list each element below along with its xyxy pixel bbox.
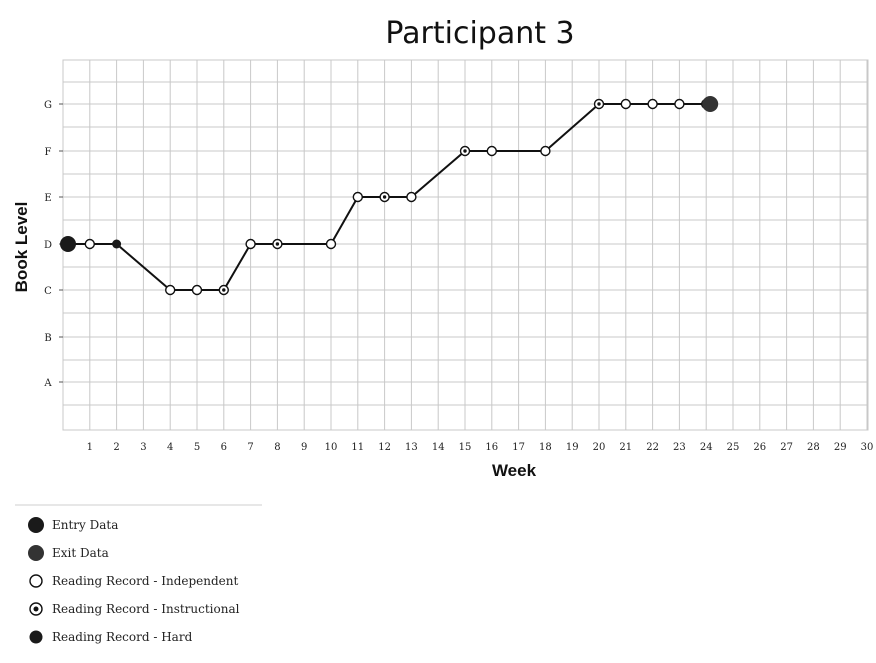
legend: Entry Data Exit Data Reading Record - Inde… bbox=[28, 517, 240, 644]
legend-label: Reading Record - Independent bbox=[52, 574, 238, 588]
x-tick-label: 30 bbox=[861, 442, 874, 453]
grid bbox=[62, 59, 869, 431]
x-tick-label: 18 bbox=[539, 442, 552, 453]
independent-marker bbox=[164, 284, 176, 296]
x-tick-label: 22 bbox=[646, 442, 659, 453]
independent-marker bbox=[352, 191, 363, 203]
x-tick-label: 14 bbox=[432, 442, 445, 453]
x-tick-label: 9 bbox=[301, 442, 307, 453]
x-tick-label: 5 bbox=[194, 442, 200, 453]
exit-marker bbox=[702, 96, 719, 112]
legend-label: Reading Record - Instructional bbox=[52, 602, 240, 616]
x-tick-label: 19 bbox=[566, 442, 579, 453]
x-tick-label: 27 bbox=[780, 442, 793, 453]
exit-marker bbox=[28, 545, 44, 561]
x-tick-label: 7 bbox=[247, 442, 253, 453]
independent-marker bbox=[540, 145, 551, 157]
y-tick-label: D bbox=[44, 240, 52, 251]
x-tick-label: 26 bbox=[753, 442, 766, 453]
x-tick-label: 21 bbox=[619, 442, 632, 453]
x-tick-label: 17 bbox=[512, 442, 525, 453]
y-axis-ticks: A B C D E F G bbox=[43, 100, 63, 389]
x-tick-label: 3 bbox=[140, 442, 146, 453]
independent-marker bbox=[29, 574, 43, 588]
y-tick-label: F bbox=[45, 147, 52, 158]
independent-marker bbox=[620, 98, 631, 110]
legend-label: Exit Data bbox=[52, 546, 109, 560]
x-axis-ticks: 1 2 3 4 5 6 7 8 9 10 11 12 13 14 15 16 17 18 19 20 21 22 23 24 2… bbox=[87, 442, 874, 453]
independent-marker bbox=[406, 191, 417, 203]
x-tick-label: 20 bbox=[593, 442, 606, 453]
independent-marker bbox=[486, 145, 497, 157]
entry-marker bbox=[60, 236, 76, 252]
instructional-marker-dot bbox=[33, 606, 39, 612]
x-tick-label: 10 bbox=[325, 442, 338, 453]
x-tick-label: 8 bbox=[274, 442, 280, 453]
x-tick-label: 24 bbox=[700, 442, 713, 453]
x-tick-label: 15 bbox=[459, 442, 472, 453]
x-tick-label: 16 bbox=[485, 442, 498, 453]
x-axis-label: Week bbox=[492, 461, 537, 480]
x-tick-label: 25 bbox=[727, 442, 740, 453]
y-tick-label: G bbox=[44, 100, 52, 111]
chart-title: Participant 3 bbox=[385, 16, 574, 51]
data-markers bbox=[60, 96, 719, 296]
legend-label: Reading Record - Hard bbox=[52, 630, 193, 644]
y-tick-label: C bbox=[44, 286, 52, 297]
instructional-marker-dot bbox=[275, 242, 280, 246]
hard-marker bbox=[29, 630, 43, 644]
independent-marker bbox=[245, 238, 256, 250]
entry-marker bbox=[28, 517, 44, 533]
instructional-marker-dot bbox=[222, 288, 226, 292]
y-tick-label: B bbox=[44, 333, 51, 344]
x-tick-label: 28 bbox=[807, 442, 820, 453]
x-tick-label: 6 bbox=[221, 442, 227, 453]
x-tick-label: 23 bbox=[673, 442, 686, 453]
independent-marker bbox=[647, 98, 658, 110]
x-tick-label: 11 bbox=[351, 442, 364, 453]
x-tick-label: 13 bbox=[405, 442, 418, 453]
independent-marker bbox=[325, 238, 337, 250]
hard-marker bbox=[112, 239, 122, 249]
instructional-marker-dot bbox=[463, 149, 467, 153]
independent-marker bbox=[674, 98, 685, 110]
legend-label: Entry Data bbox=[52, 518, 118, 532]
x-tick-label: 1 bbox=[87, 442, 93, 453]
y-tick-label: A bbox=[43, 378, 52, 389]
x-tick-label: 12 bbox=[378, 442, 391, 453]
independent-marker bbox=[191, 284, 203, 296]
y-tick-label: E bbox=[44, 193, 51, 204]
instructional-marker-dot bbox=[382, 195, 387, 199]
y-axis-label: Book Level bbox=[12, 202, 31, 293]
x-tick-label: 2 bbox=[113, 442, 119, 453]
independent-marker bbox=[84, 238, 96, 250]
instructional-marker-dot bbox=[597, 102, 601, 106]
x-tick-label: 29 bbox=[834, 442, 847, 453]
x-tick-label: 4 bbox=[167, 442, 173, 453]
